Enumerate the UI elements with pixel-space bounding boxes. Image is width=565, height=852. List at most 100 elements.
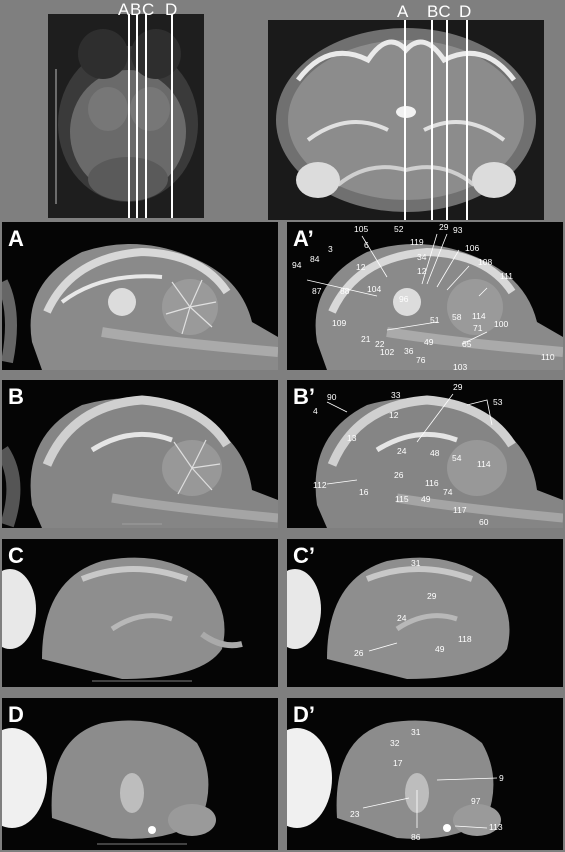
label-119: 119 — [410, 237, 424, 247]
label-114b: 114 — [477, 459, 491, 469]
label-74: 74 — [443, 487, 453, 497]
label-97: 97 — [471, 796, 481, 806]
panel-a: A — [2, 222, 278, 370]
panel-letter-d: D — [8, 702, 24, 727]
label-116: 116 — [425, 478, 439, 488]
label-29: 29 — [439, 222, 449, 232]
cut-line-b — [136, 14, 138, 218]
label-13: 13 — [347, 433, 357, 443]
cut-label-a-left: A — [118, 0, 130, 19]
label-21: 21 — [361, 334, 371, 344]
label-84: 84 — [310, 254, 320, 264]
cut-label-d-left: D — [165, 0, 178, 19]
label-26c: 26 — [354, 648, 364, 658]
label-100: 100 — [494, 319, 509, 329]
label-52: 52 — [394, 224, 404, 234]
label-12c: 12 — [389, 410, 399, 420]
panel-letter-a: A — [8, 226, 24, 251]
panel-c-prime: C’ 31 29 24 26 49 118 — [287, 539, 563, 687]
label-71: 71 — [473, 323, 483, 333]
axial-t2-drawing — [268, 20, 544, 220]
panel-letter-b: B — [8, 384, 24, 409]
cut-label-c-left: C — [142, 0, 155, 19]
panel-letter-b-prime: B’ — [293, 384, 315, 409]
label-60: 60 — [479, 517, 489, 527]
label-76: 76 — [416, 355, 426, 365]
label-17: 17 — [393, 758, 403, 768]
label-108: 108 — [478, 257, 493, 267]
label-29b: 29 — [453, 382, 463, 392]
panel-b-prime: B’ 29 90 33 53 4 12 13 24 48 54 114 26 1… — [287, 380, 563, 528]
label-34: 34 — [417, 252, 427, 262]
label-3: 3 — [328, 244, 333, 254]
label-24c: 24 — [397, 613, 407, 623]
axial-image-right — [268, 20, 544, 220]
label-31: 31 — [411, 558, 421, 568]
label-51: 51 — [430, 315, 440, 325]
label-90: 90 — [327, 392, 337, 402]
label-103: 103 — [453, 362, 468, 371]
cut-line-c — [145, 14, 147, 218]
axial-brain-drawing — [48, 14, 204, 218]
label-6: 6 — [364, 240, 369, 250]
sagittal-a-prime-drawing — [306, 233, 563, 370]
label-26: 26 — [394, 470, 404, 480]
cut-label-a-right: A — [397, 2, 409, 21]
label-36: 36 — [404, 346, 414, 356]
label-109: 109 — [332, 318, 347, 328]
label-113: 113 — [489, 822, 503, 832]
cut-line-a-right — [404, 20, 406, 220]
label-115: 115 — [395, 494, 409, 504]
label-102: 102 — [380, 347, 395, 357]
sagittal-d-prime-drawing — [287, 720, 501, 839]
label-106: 106 — [465, 243, 480, 253]
sagittal-b-prime-drawing — [315, 393, 563, 528]
label-86: 86 — [411, 832, 421, 842]
sagittal-c-prime-drawing — [287, 557, 510, 679]
label-23: 23 — [350, 809, 360, 819]
label-110: 110 — [541, 352, 555, 362]
label-114: 114 — [472, 311, 486, 321]
label-117: 117 — [453, 505, 467, 515]
label-31d: 31 — [411, 727, 421, 737]
cut-line-d-right — [466, 20, 468, 220]
panel-a-prime: A’ 105 52 29 93 6 119 106 3 34 108 84 12… — [287, 222, 563, 370]
label-53: 53 — [493, 397, 503, 407]
label-112: 112 — [313, 480, 327, 490]
cut-line-a — [128, 14, 130, 218]
label-49c: 49 — [435, 644, 445, 654]
label-87: 87 — [312, 286, 322, 296]
label-4: 4 — [313, 406, 318, 416]
panel-d-prime: D’ 31 32 17 9 97 23 86 113 — [287, 698, 563, 850]
label-58: 58 — [452, 312, 462, 322]
label-94: 94 — [292, 260, 302, 270]
label-29c: 29 — [427, 591, 437, 601]
label-96: 96 — [399, 294, 409, 304]
cut-label-b-left: B — [130, 0, 142, 19]
label-88: 88 — [340, 286, 350, 296]
panel-c: C — [2, 539, 278, 687]
panel-b: B — [2, 380, 278, 528]
axial-image-left — [48, 14, 204, 218]
label-111: 111 — [500, 271, 513, 281]
label-9: 9 — [499, 773, 504, 783]
label-54: 54 — [452, 453, 462, 463]
cut-label-d-right: D — [459, 2, 472, 21]
sagittal-a-drawing — [2, 244, 278, 370]
label-22: 22 — [375, 339, 385, 349]
sagittal-d-drawing — [2, 720, 216, 845]
label-48: 48 — [430, 448, 440, 458]
panel-letter-d-prime: D’ — [293, 702, 315, 727]
panel-letter-a-prime: A’ — [293, 226, 314, 251]
label-118: 118 — [458, 634, 472, 644]
label-12a: 12 — [356, 262, 366, 272]
label-49: 49 — [424, 337, 434, 347]
label-65: 65 — [462, 339, 472, 349]
panel-d: D — [2, 698, 278, 850]
sagittal-c-drawing — [2, 557, 243, 682]
cut-line-c-right — [446, 20, 448, 220]
label-24: 24 — [397, 446, 407, 456]
panel-letter-c: C — [8, 543, 24, 568]
panel-letter-c-prime: C’ — [293, 543, 315, 568]
label-104: 104 — [367, 284, 382, 294]
